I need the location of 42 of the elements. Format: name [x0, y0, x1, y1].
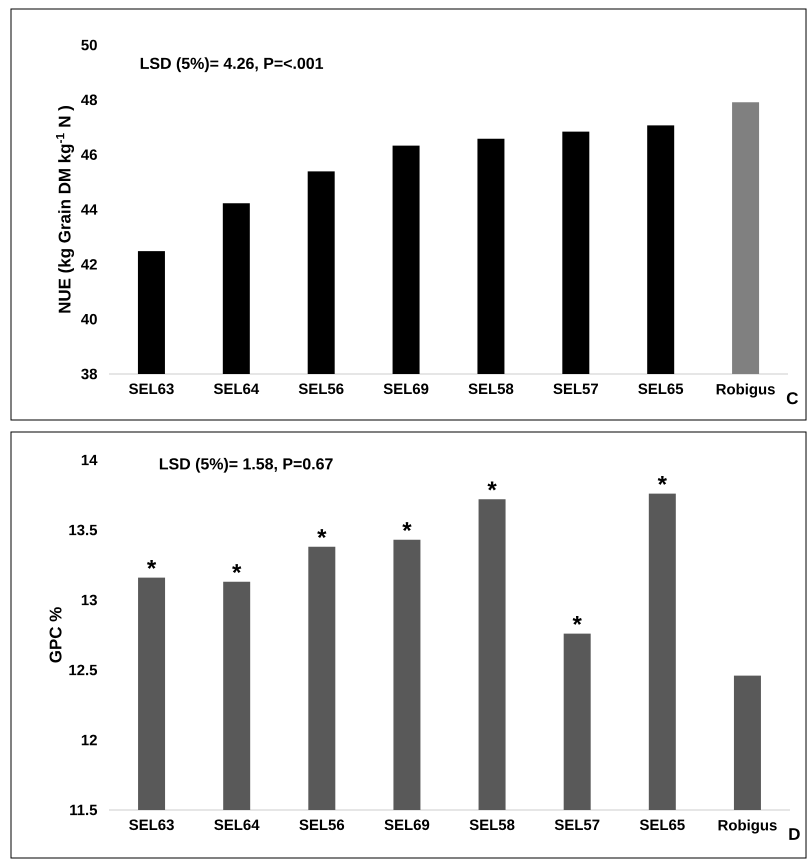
annotation: *: [402, 522, 412, 532]
x-tick-label: SEL64: [214, 384, 260, 394]
y-tick-label: 38: [81, 368, 98, 380]
y-tick-label: 11.5: [70, 804, 98, 816]
x-tick-label: SEL56: [298, 384, 344, 394]
x-tick-label: SEL63: [129, 820, 174, 830]
y-tick-label: 50: [81, 40, 97, 50]
y-tick-label: 40: [81, 314, 97, 324]
x-tick-label: SEL58: [468, 384, 514, 394]
y-axis-title: NUE (kg Grain DM kg$^{-1}$ N ): [56, 106, 74, 313]
x-tick-label: SEL64: [214, 820, 260, 830]
annotation: *: [317, 529, 326, 538]
x-tick-label: SEL63: [129, 384, 174, 394]
annotation: *: [146, 560, 156, 569]
x-tick-label: SEL57: [554, 820, 600, 830]
x-tick-label: SEL69: [384, 384, 428, 394]
y-tick-label: 48: [81, 94, 98, 106]
x-tick-label: SEL69: [384, 820, 430, 830]
text: D: [789, 828, 800, 840]
y-tick-label: 46: [81, 149, 97, 160]
x-tick-label: SEL65: [638, 384, 684, 394]
annotation: *: [658, 476, 667, 485]
y-tick-label: 12: [82, 734, 97, 746]
annotation: *: [487, 482, 497, 490]
annotation: LSD (5%)= 1.58, P=0.67: [160, 458, 333, 473]
annotation: *: [572, 616, 582, 625]
y-tick-label: 44: [81, 204, 98, 215]
y-tick-label: 12.5: [69, 664, 98, 676]
y-tick-label: 14: [82, 454, 98, 466]
y-tick-label: 42: [81, 259, 97, 270]
x-tick-label: Robigus: [716, 384, 775, 398]
annotation: LSD (5%)= 4.26, P=<.001: [140, 57, 324, 72]
x-tick-label: Robigus: [718, 820, 777, 834]
y-tick-label: 13.5: [69, 524, 98, 536]
x-tick-label: SEL58: [470, 820, 514, 830]
annotation: *: [232, 564, 242, 574]
y-tick-label: 13: [82, 594, 97, 606]
x-tick-label: SEL65: [640, 820, 685, 830]
text: C: [786, 392, 798, 404]
x-tick-label: SEL56: [299, 820, 344, 830]
x-tick-label: SEL57: [553, 384, 598, 394]
y-axis-title: GPC %: [50, 607, 62, 663]
